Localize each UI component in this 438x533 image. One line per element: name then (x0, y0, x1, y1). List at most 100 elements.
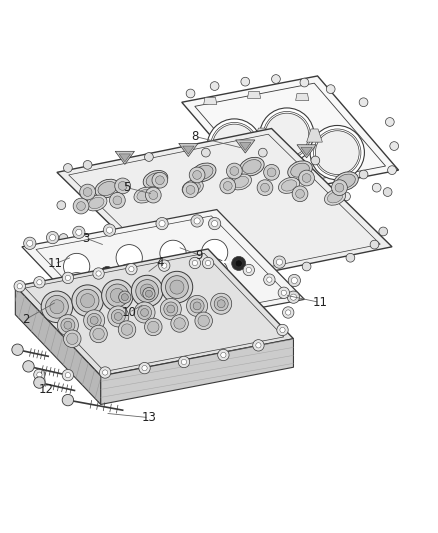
Circle shape (106, 284, 129, 307)
Polygon shape (15, 249, 293, 376)
Circle shape (166, 276, 188, 298)
Circle shape (280, 327, 285, 333)
Circle shape (250, 266, 258, 275)
Circle shape (299, 170, 314, 186)
Circle shape (302, 262, 311, 271)
Circle shape (80, 184, 95, 200)
Circle shape (115, 178, 131, 194)
Circle shape (171, 314, 188, 332)
Ellipse shape (279, 177, 300, 193)
Circle shape (232, 256, 246, 270)
Circle shape (12, 344, 23, 356)
Circle shape (310, 125, 364, 180)
Text: 9: 9 (195, 248, 203, 262)
Circle shape (218, 349, 229, 361)
Circle shape (186, 89, 195, 98)
Circle shape (283, 307, 294, 318)
Circle shape (221, 352, 226, 358)
Circle shape (129, 266, 134, 272)
Polygon shape (307, 129, 322, 142)
Polygon shape (179, 143, 198, 157)
Circle shape (346, 253, 355, 262)
Circle shape (170, 280, 184, 294)
Circle shape (65, 373, 71, 378)
Circle shape (83, 160, 92, 169)
Circle shape (34, 369, 45, 381)
Ellipse shape (240, 157, 264, 176)
Circle shape (64, 164, 72, 172)
Circle shape (257, 180, 273, 196)
Circle shape (181, 359, 187, 365)
Circle shape (145, 152, 153, 161)
Circle shape (207, 119, 261, 173)
Ellipse shape (337, 174, 355, 188)
Circle shape (160, 260, 186, 286)
Circle shape (383, 188, 392, 197)
Ellipse shape (86, 195, 107, 211)
Circle shape (388, 166, 396, 174)
Circle shape (57, 314, 78, 336)
Polygon shape (101, 339, 293, 405)
Polygon shape (15, 286, 101, 405)
Circle shape (359, 170, 368, 179)
Circle shape (103, 224, 116, 236)
Circle shape (212, 221, 218, 227)
Ellipse shape (89, 197, 104, 208)
Circle shape (84, 310, 105, 331)
Circle shape (167, 305, 175, 313)
Circle shape (276, 259, 283, 265)
Circle shape (244, 312, 251, 319)
Circle shape (143, 324, 155, 336)
Ellipse shape (98, 182, 117, 196)
Circle shape (145, 290, 152, 297)
Circle shape (178, 356, 190, 368)
Ellipse shape (288, 161, 312, 180)
Circle shape (267, 168, 276, 177)
Circle shape (188, 256, 202, 270)
Circle shape (59, 233, 68, 243)
Circle shape (190, 299, 204, 313)
Text: 2: 2 (22, 312, 30, 326)
Text: 12: 12 (39, 383, 53, 395)
Ellipse shape (334, 172, 358, 190)
Circle shape (161, 271, 193, 303)
Circle shape (37, 372, 42, 377)
Circle shape (65, 327, 71, 333)
Circle shape (223, 182, 232, 190)
Circle shape (139, 362, 150, 374)
Circle shape (193, 171, 201, 179)
Circle shape (189, 167, 205, 183)
Circle shape (264, 274, 275, 285)
Polygon shape (183, 146, 194, 154)
Circle shape (118, 182, 127, 190)
Text: 11: 11 (312, 296, 327, 309)
Circle shape (37, 280, 42, 285)
Circle shape (267, 277, 272, 282)
Ellipse shape (194, 165, 213, 179)
Circle shape (159, 260, 170, 271)
Circle shape (142, 366, 147, 371)
Polygon shape (115, 151, 134, 165)
Circle shape (210, 82, 219, 91)
Circle shape (230, 167, 239, 175)
Circle shape (258, 148, 267, 157)
Text: 4: 4 (156, 256, 164, 270)
Circle shape (273, 256, 286, 268)
Circle shape (148, 264, 155, 271)
Circle shape (160, 298, 181, 319)
Polygon shape (301, 147, 312, 155)
Circle shape (164, 302, 178, 316)
Circle shape (243, 264, 254, 276)
Circle shape (145, 187, 161, 203)
Circle shape (226, 163, 242, 179)
Circle shape (277, 324, 288, 336)
Circle shape (64, 253, 90, 280)
Circle shape (144, 261, 158, 275)
Circle shape (24, 237, 36, 249)
Circle shape (302, 174, 311, 182)
Circle shape (49, 235, 56, 241)
Circle shape (256, 343, 261, 348)
Circle shape (72, 285, 103, 317)
Circle shape (286, 310, 291, 315)
Circle shape (41, 291, 73, 322)
